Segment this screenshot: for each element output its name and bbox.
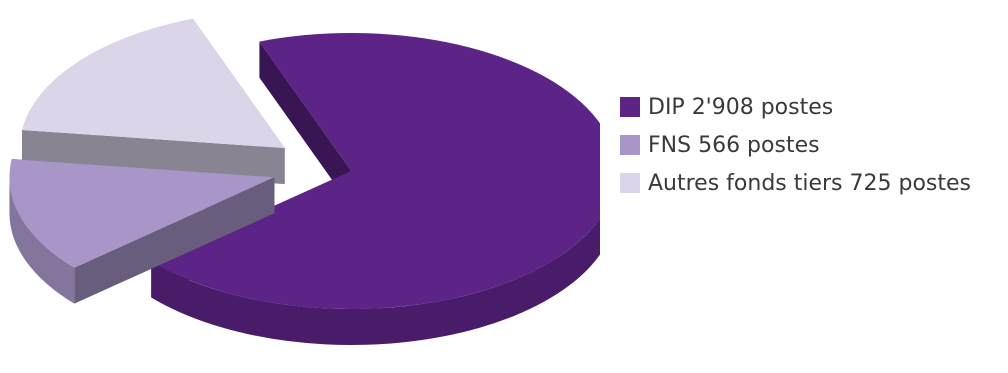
legend-item-dip: DIP 2'908 postes [620,92,971,122]
legend-item-fns: FNS 566 postes [620,130,971,160]
legend-label-autres: Autres fonds tiers 725 postes [648,170,972,196]
legend-label-fns: FNS 566 postes [648,132,820,158]
legend-swatch-dip [620,97,640,117]
legend-swatch-autres [620,173,640,193]
chart-legend: DIP 2'908 postes FNS 566 postes Autres f… [620,92,971,206]
legend-swatch-fns [620,135,640,155]
pie-slice-autres [21,18,285,185]
legend-item-autres: Autres fonds tiers 725 postes [620,168,971,198]
pie-slice-fns [9,159,275,304]
pie-chart [9,18,600,346]
pie-slice-dip [151,33,600,346]
legend-label-dip: DIP 2'908 postes [648,94,834,120]
